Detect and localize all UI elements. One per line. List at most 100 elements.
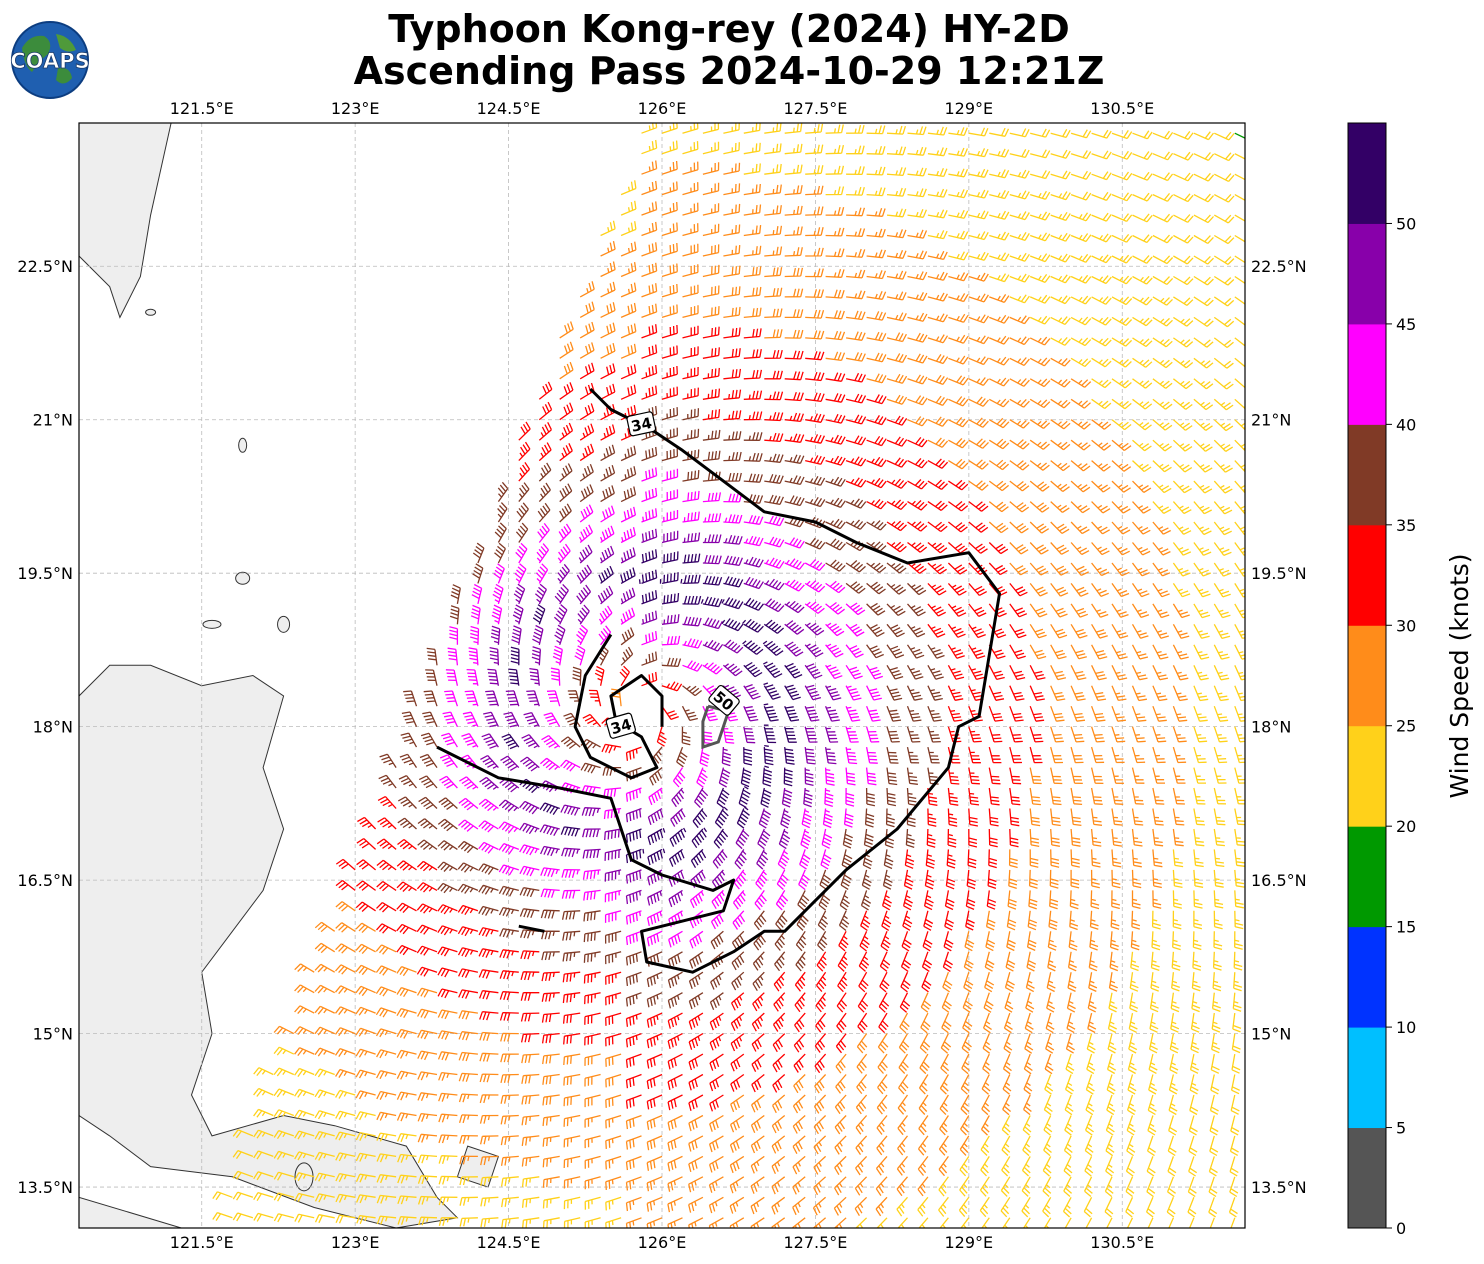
wind-barb [846,124,865,134]
wind-barb [1187,1197,1197,1218]
wind-barb [1233,972,1243,992]
wind-barb [886,457,908,468]
wind-barb [825,330,846,341]
wind-barb [834,1135,847,1155]
colorbar-tick-label: 50 [1396,214,1416,233]
wind-barb [584,1094,601,1108]
wind-barb [500,1053,519,1063]
wind-barb [1070,869,1080,889]
wind-barb [1009,357,1030,366]
wind-barb [917,1135,929,1156]
wind-barb [1111,233,1133,243]
wind-barb [1152,398,1173,410]
wind-barb [1168,1074,1178,1095]
wind-barb [682,470,700,482]
wind-barb [1172,828,1184,847]
wind-barb [468,647,479,666]
wind-barb [1234,787,1245,805]
wind-barb [682,638,703,649]
wind-barb [671,787,685,808]
wind-barb [518,482,530,503]
wind-barb [682,223,699,237]
wind-barb [784,329,804,339]
wind-barb [903,869,914,890]
wind-barb [1152,542,1171,556]
wind-barb [563,1073,581,1086]
wind-barb [376,880,397,892]
wind-barb [232,1170,254,1180]
wind-barb [647,869,663,886]
wind-barb [1172,705,1188,722]
wind-barb [1193,583,1211,598]
wind-barb [866,562,887,574]
wind-barb [584,1176,601,1190]
wind-barb [1070,378,1092,388]
wind-barb [825,393,846,403]
wind-barb [1172,849,1184,868]
wind-barb [1169,1033,1179,1054]
wind-barb [396,923,417,935]
wind-barb [1193,787,1206,805]
wind-barb [438,1113,458,1123]
wind-barb [1193,767,1206,784]
wind-barb [876,1115,888,1135]
wind-barb [920,1012,931,1034]
wind-barb [1234,665,1245,681]
wind-barb [419,753,438,768]
wind-barb [1152,849,1163,868]
wind-barb [1009,460,1030,471]
wind-barb [541,1012,560,1023]
contour-label-text: 34 [629,414,653,436]
wind-barb [498,799,520,812]
wind-barb [845,372,866,383]
wind-barb [1029,336,1051,346]
wind-barb [825,518,846,530]
wind-barb [838,931,849,952]
wind-barb [1234,132,1245,139]
lat-tick-label-right: 19.5°N [1251,564,1307,583]
wind-barb [927,395,949,407]
wind-barb [1050,357,1071,367]
wind-barb [1131,746,1146,764]
wind-barb [425,669,438,686]
wind-barb [968,828,978,848]
wind-barb [1167,1156,1177,1177]
wind-barb [682,616,702,627]
wind-barb [458,989,479,999]
wind-barb [1049,890,1059,910]
wind-barb [376,1090,397,1100]
wind-barb [1193,460,1213,473]
wind-barb [1091,378,1112,389]
wind-barb [1049,869,1059,889]
wind-barb [886,664,904,680]
wind-barb [355,964,376,976]
wind-barb [723,183,741,196]
wind-barb [764,163,782,175]
wind-barb [536,543,550,564]
wind-barb [1070,233,1092,243]
wind-barb [784,371,804,381]
wind-barb [1062,1196,1072,1218]
wind-barb [682,366,699,380]
wind-barb [1193,480,1213,494]
wind-barb [988,767,1001,785]
wind-barb [702,450,721,462]
wind-barb [1132,357,1153,368]
wind-barb [376,859,397,871]
wind-barb [439,775,458,789]
wind-barb [1234,153,1245,160]
wind-barb [988,521,1009,534]
wind-barb [804,726,818,743]
wind-barb [1126,1217,1134,1228]
wind-barb [1170,992,1180,1013]
wind-barb [503,711,520,728]
wind-barb [1131,890,1141,910]
wind-barb [723,472,742,482]
wind-barb [661,705,679,721]
wind-barb [963,971,974,993]
wind-barb [968,459,989,470]
wind-barb [355,1131,376,1141]
wind-barb [1234,931,1243,950]
wind-barb [1132,130,1153,140]
wind-barb [866,207,886,217]
